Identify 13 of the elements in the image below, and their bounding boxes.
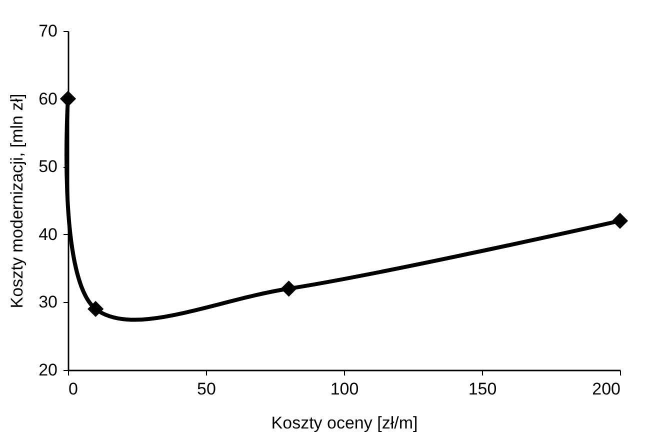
x-tick-label: 0 (68, 380, 78, 398)
y-tick-label: 20 (38, 360, 58, 380)
y-tick-label: 50 (38, 157, 58, 176)
x-tick-label: 200 (592, 380, 620, 398)
y-axis-title: Koszty modernizacji, [mln zł] (8, 94, 27, 308)
x-tick-label: 100 (330, 380, 359, 398)
y-tick-label: 70 (38, 22, 58, 40)
y-tick-label: 60 (38, 89, 58, 108)
x-tick-label: 150 (468, 380, 497, 398)
x-axis-title: Koszty oceny [zł/m] (271, 414, 418, 432)
y-tick-label: 40 (38, 224, 58, 244)
x-tick-label: 50 (197, 380, 216, 398)
y-tick-label: 30 (38, 292, 58, 312)
